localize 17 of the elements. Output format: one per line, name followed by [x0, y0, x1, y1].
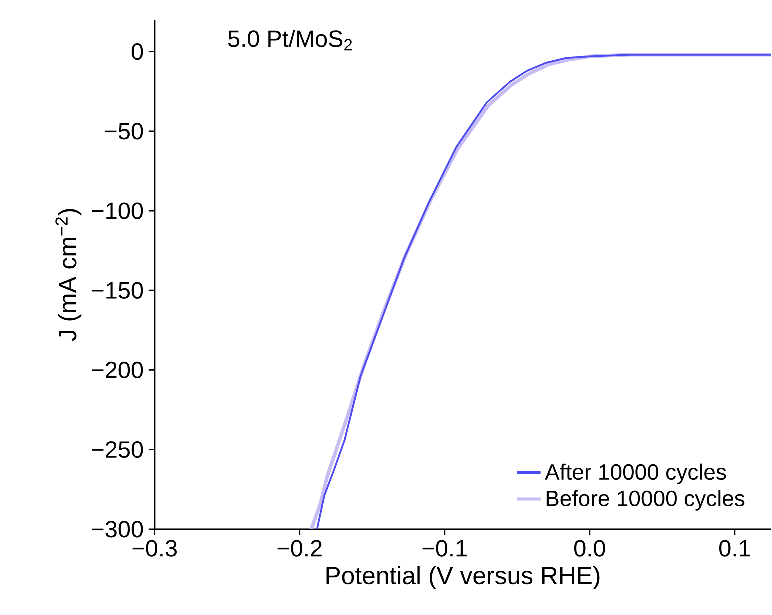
- legend-label: Before 10000 cycles: [546, 490, 745, 511]
- x-tick-label: −0.1: [422, 540, 467, 557]
- y-tick-label: −300: [92, 520, 144, 538]
- x-tick-label: 0.0: [574, 540, 606, 557]
- y-tick-label: −200: [92, 362, 144, 378]
- x-axis-title: Potential (V versus RHE): [326, 566, 600, 590]
- y-axis-title: J (mA cm$^{−2}$): [56, 209, 82, 342]
- x-tick-label: 0.1: [719, 540, 750, 557]
- legend-label: After 10000 cycles: [545, 464, 726, 484]
- y-tick-label: −150: [92, 282, 144, 299]
- y-tick-label: −100: [92, 202, 144, 220]
- x-tick-label: −0.2: [278, 540, 322, 557]
- y-tick-label: 0: [132, 43, 144, 60]
- annotation: 5.0 Pt/MoS$_{2}$: [228, 30, 352, 50]
- y-tick-label: −250: [92, 441, 144, 458]
- y-tick-label: −50: [105, 122, 144, 140]
- x-tick-label: −0.3: [132, 540, 177, 557]
